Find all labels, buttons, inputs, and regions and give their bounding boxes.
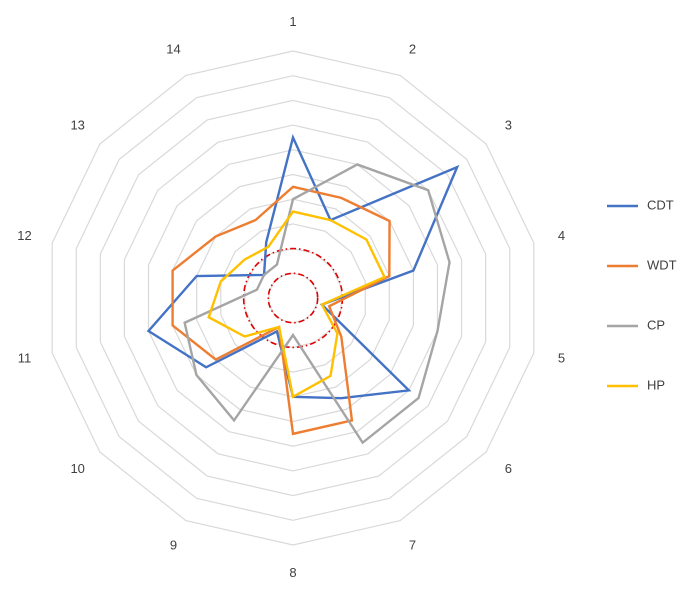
legend-label-cp: CP (647, 317, 665, 332)
grid-ring (147, 149, 439, 447)
category-label: 12 (17, 228, 31, 243)
category-label: 5 (558, 351, 565, 366)
grid-ring (99, 99, 487, 497)
grid-ring (171, 173, 415, 423)
category-label: 6 (505, 461, 512, 476)
category-label: 10 (70, 461, 84, 476)
category-label: 7 (409, 538, 416, 553)
grid-ring (75, 75, 511, 521)
grid-ring (220, 223, 366, 373)
series-line-hp (207, 210, 387, 399)
series-line-wdt (171, 185, 391, 436)
legend-label-hp: HP (647, 377, 665, 392)
reference-circle (267, 272, 319, 324)
legend: CDT WDT CP HP (607, 197, 677, 392)
category-label: 2 (409, 41, 416, 56)
grid-ring (123, 124, 463, 472)
legend-label-wdt: WDT (647, 257, 677, 272)
category-label: 8 (289, 565, 296, 580)
grid-ring (196, 198, 390, 398)
category-label: 3 (505, 118, 512, 133)
category-label: 4 (558, 228, 565, 243)
series-layer (146, 133, 460, 445)
category-label: 11 (18, 351, 32, 366)
grid-ring (51, 50, 535, 546)
legend-label-cdt: CDT (647, 197, 674, 212)
radar-grid (51, 50, 535, 546)
series-line-cp (183, 163, 451, 445)
category-label: 14 (166, 41, 180, 56)
category-label: 9 (170, 538, 177, 553)
category-label: 1 (289, 14, 296, 29)
category-label: 13 (70, 118, 84, 133)
